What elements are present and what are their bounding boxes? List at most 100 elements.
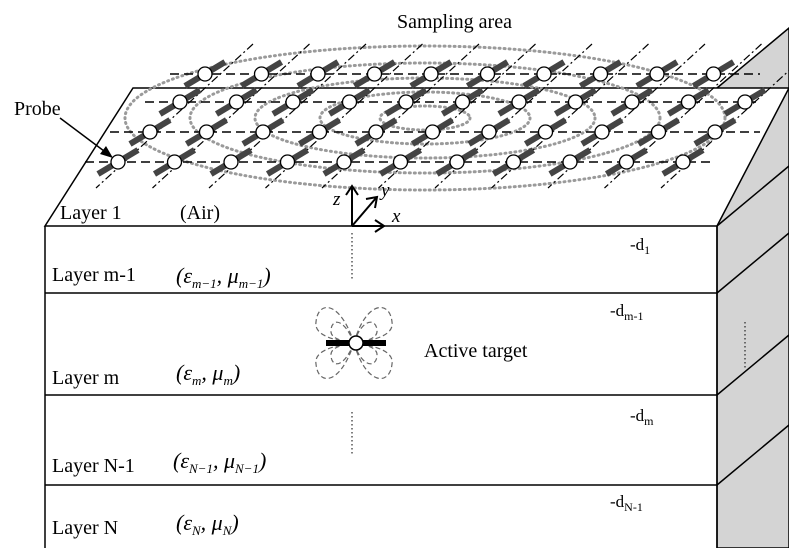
- probe: [209, 147, 253, 177]
- sampling-circle: [378, 104, 472, 132]
- probe: [523, 117, 568, 147]
- active-target-label: Active target: [424, 340, 528, 362]
- axis-x-label: x: [391, 206, 401, 227]
- probe: [522, 59, 566, 89]
- probe: [241, 117, 285, 147]
- side-edge-3: [716, 334, 789, 396]
- probe: [661, 147, 705, 177]
- probe-circle: [537, 124, 554, 140]
- probe: [152, 147, 197, 177]
- probe-circle: [255, 124, 271, 140]
- probe-circle: [675, 154, 691, 170]
- axis-y-label: y: [379, 180, 390, 201]
- probe: [158, 87, 202, 117]
- side-edge-1: [716, 165, 789, 227]
- probe-arrowhead: [100, 146, 113, 158]
- probe: [465, 59, 510, 89]
- probe-circle: [449, 154, 465, 170]
- probe: [635, 59, 679, 89]
- depth-dm: -dm: [630, 406, 654, 428]
- sampling-area-title: Sampling area: [397, 11, 512, 33]
- probe: [214, 87, 259, 117]
- probe-circle: [594, 124, 610, 140]
- layer-m-1-params: (εm−1, μm−1): [176, 263, 271, 291]
- probe-circle: [680, 94, 697, 110]
- probe: [297, 117, 342, 147]
- layer-m-params: (εm, μm): [176, 360, 240, 388]
- probe-circle: [624, 94, 640, 110]
- depth-d1: -d1: [630, 235, 650, 257]
- probe-circle: [481, 124, 497, 140]
- probe-circle: [197, 66, 213, 82]
- probe: [322, 147, 366, 177]
- sampling-circles: [123, 44, 727, 192]
- probe-circle: [279, 154, 296, 170]
- layer-n-label: Layer N: [52, 517, 118, 539]
- probe: [666, 87, 711, 117]
- coordinate-axes: [345, 184, 386, 233]
- probe-circle: [479, 66, 496, 82]
- depth-dn-1: -dN-1: [610, 492, 643, 514]
- probe-circle: [707, 124, 723, 140]
- layer-1-extra: (Air): [180, 202, 220, 224]
- side-edge-4: [716, 424, 789, 486]
- probe: [378, 147, 423, 177]
- probe-arrow: [59, 117, 109, 155]
- probe-circle: [392, 154, 409, 170]
- probe-circle: [511, 94, 527, 110]
- axis-z-label: z: [332, 189, 341, 210]
- side-edge-2: [716, 232, 789, 294]
- sampling-circle: [188, 61, 662, 175]
- probe-circle: [505, 154, 522, 170]
- probe: [184, 117, 229, 147]
- probe-array: [96, 59, 767, 177]
- probe: [497, 87, 541, 117]
- layer-n-1-params: (εN−1, μN−1): [173, 448, 266, 476]
- probe-circle: [311, 124, 328, 140]
- probe-circle: [253, 66, 270, 82]
- probe: [491, 147, 536, 177]
- probe-circle: [649, 66, 665, 82]
- probe: [265, 147, 310, 177]
- probe-circle: [650, 124, 667, 140]
- probe-circle: [310, 66, 326, 82]
- probe: [183, 59, 227, 89]
- probe-circle: [172, 94, 188, 110]
- probe-circle: [341, 94, 358, 110]
- probe: [327, 87, 372, 117]
- probe: [410, 117, 455, 147]
- layer-1-label: Layer 1: [60, 202, 122, 224]
- probe: [271, 87, 315, 117]
- probe: [691, 59, 736, 89]
- layer-m-1-label: Layer m-1: [52, 264, 136, 286]
- probe-circle: [166, 154, 183, 170]
- probe-circle: [198, 124, 215, 140]
- probe-label: Probe: [14, 98, 61, 120]
- probe: [435, 147, 479, 177]
- probe-circle: [142, 124, 158, 140]
- probe-circle: [223, 154, 239, 170]
- probe: [578, 59, 623, 89]
- probe-circle: [368, 124, 384, 140]
- probe: [604, 147, 649, 177]
- probe-circle: [398, 94, 414, 110]
- probe-circle: [424, 124, 441, 140]
- probe: [409, 59, 453, 89]
- depth-dm-1: -dm-1: [610, 301, 644, 323]
- sampling-circle: [253, 76, 597, 160]
- probe: [239, 59, 284, 89]
- probe: [354, 117, 398, 147]
- probe: [693, 117, 737, 147]
- probe-circle: [285, 94, 301, 110]
- probe-circle: [737, 94, 753, 110]
- probe: [352, 59, 397, 89]
- probe-circle: [366, 66, 383, 82]
- probe-circle: [618, 154, 635, 170]
- probe-circle: [705, 66, 722, 82]
- layer-n-1-label: Layer N-1: [52, 455, 135, 477]
- probe-circle: [454, 94, 471, 110]
- target-center: [348, 335, 364, 351]
- probe-circle: [536, 66, 552, 82]
- sampling-circle: [123, 44, 727, 192]
